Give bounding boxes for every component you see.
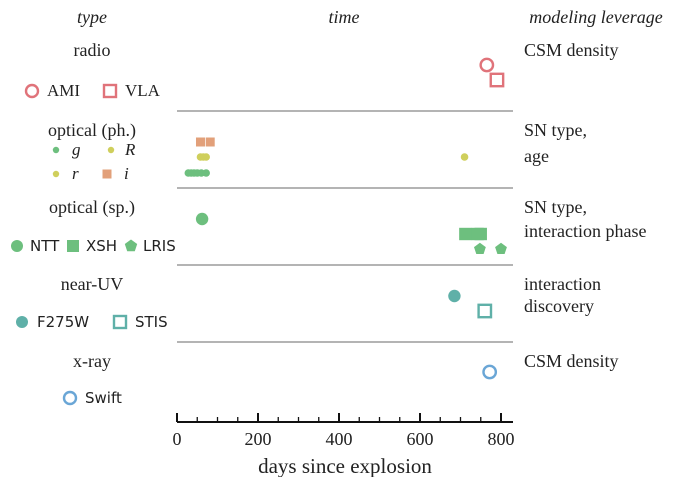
x-tick-label: 0 <box>173 429 182 449</box>
legend-item-STIS: STIS <box>112 313 168 331</box>
x-tick-label: 400 <box>326 429 353 449</box>
legend-item-R: R <box>107 140 136 159</box>
legend-label: i <box>124 164 129 183</box>
row-title: x-ray <box>73 351 111 371</box>
legend-label: LRIS <box>143 237 176 255</box>
legend-marker <box>52 170 60 178</box>
legend-item-Swift: Swift <box>62 389 122 407</box>
leverage-text: interaction <box>524 274 601 294</box>
rows-layer: radio CSM density AMI VLA optical (ph.) SN ty… <box>11 40 646 407</box>
legend-marker <box>52 146 60 154</box>
data-point-i <box>205 137 215 147</box>
x-ticks: 0 200 400 600 800 <box>173 413 515 449</box>
x-tick-label: 800 <box>488 429 515 449</box>
row-title: optical (ph.) <box>48 120 136 141</box>
leverage-text: CSM density <box>524 40 619 60</box>
x-tick-label: 200 <box>245 429 272 449</box>
data-point-VLA <box>489 72 505 88</box>
data-point-XSH <box>474 227 487 241</box>
data-point-XSH <box>459 227 472 241</box>
legend-label: VLA <box>125 81 161 100</box>
legend-label: r <box>72 164 79 183</box>
leverage-text: discovery <box>524 296 594 316</box>
legend-marker <box>124 239 138 252</box>
data-point-i <box>195 137 205 147</box>
row-x-ray: x-ray CSM density Swift <box>62 351 619 407</box>
leverage-column-header: modeling leverage <box>529 7 662 27</box>
data-point-R <box>460 153 469 161</box>
legend-marker <box>102 169 112 179</box>
legend-item-XSH: XSH <box>67 237 117 255</box>
leverage-text: age <box>524 146 549 166</box>
leverage-text: interaction phase <box>524 221 646 241</box>
leverage-text: SN type, <box>524 197 587 217</box>
data-point-LRIS <box>474 242 486 254</box>
legend-marker <box>102 83 118 99</box>
row-title: optical (sp.) <box>49 197 135 218</box>
legend-label: STIS <box>135 313 168 331</box>
data-point-r <box>202 153 210 161</box>
legend-label: NTT <box>30 237 60 255</box>
row-optical-sp: optical (sp.) SN type, interaction phase NT… <box>11 197 646 255</box>
legend-item-NTT: NTT <box>11 237 60 255</box>
legend-marker <box>24 83 40 99</box>
row-optical-ph: optical (ph.) SN type, age g Rr i <box>48 120 587 183</box>
legend-item-AMI: AMI <box>24 81 80 100</box>
legend-marker <box>112 314 128 330</box>
data-point-AMI <box>479 57 495 73</box>
data-point-STIS <box>477 303 493 319</box>
x-tick-label: 600 <box>407 429 434 449</box>
legend-item-g: g <box>52 140 81 159</box>
legend-marker <box>16 316 28 328</box>
legend-label: Swift <box>85 389 122 407</box>
legend-item-VLA: VLA <box>102 81 161 100</box>
row-radio: radio CSM density AMI VLA <box>24 40 619 100</box>
legend-item-LRIS: LRIS <box>124 237 176 255</box>
legend-label: R <box>124 140 136 159</box>
time-column-header: time <box>329 7 360 27</box>
data-point-g <box>202 169 210 177</box>
x-axis-label: days since explosion <box>258 454 432 477</box>
legend-marker <box>67 240 79 252</box>
legend-marker <box>62 390 78 406</box>
type-column-header: type <box>77 7 107 27</box>
data-point-LRIS <box>495 242 507 254</box>
leverage-text: CSM density <box>524 351 619 371</box>
row-title: near-UV <box>61 274 124 294</box>
legend-marker <box>11 240 23 252</box>
data-point-NTT <box>195 212 209 226</box>
legend-label: F275W <box>37 313 89 331</box>
leverage-text: SN type, <box>524 120 587 140</box>
row-title: radio <box>74 40 111 60</box>
data-point-Swift <box>482 364 498 380</box>
legend-label: g <box>72 140 81 159</box>
legend-item-i: i <box>102 164 129 183</box>
points-layer <box>184 57 507 380</box>
legend-label: XSH <box>86 237 117 255</box>
legend-marker <box>107 146 115 154</box>
x-axis: 0 200 400 600 800 days since explosion <box>173 413 515 477</box>
legend-item-F275W: F275W <box>16 313 89 331</box>
legend-label: AMI <box>47 81 80 100</box>
data-point-F275W <box>448 289 461 303</box>
legend-item-r: r <box>52 164 79 183</box>
